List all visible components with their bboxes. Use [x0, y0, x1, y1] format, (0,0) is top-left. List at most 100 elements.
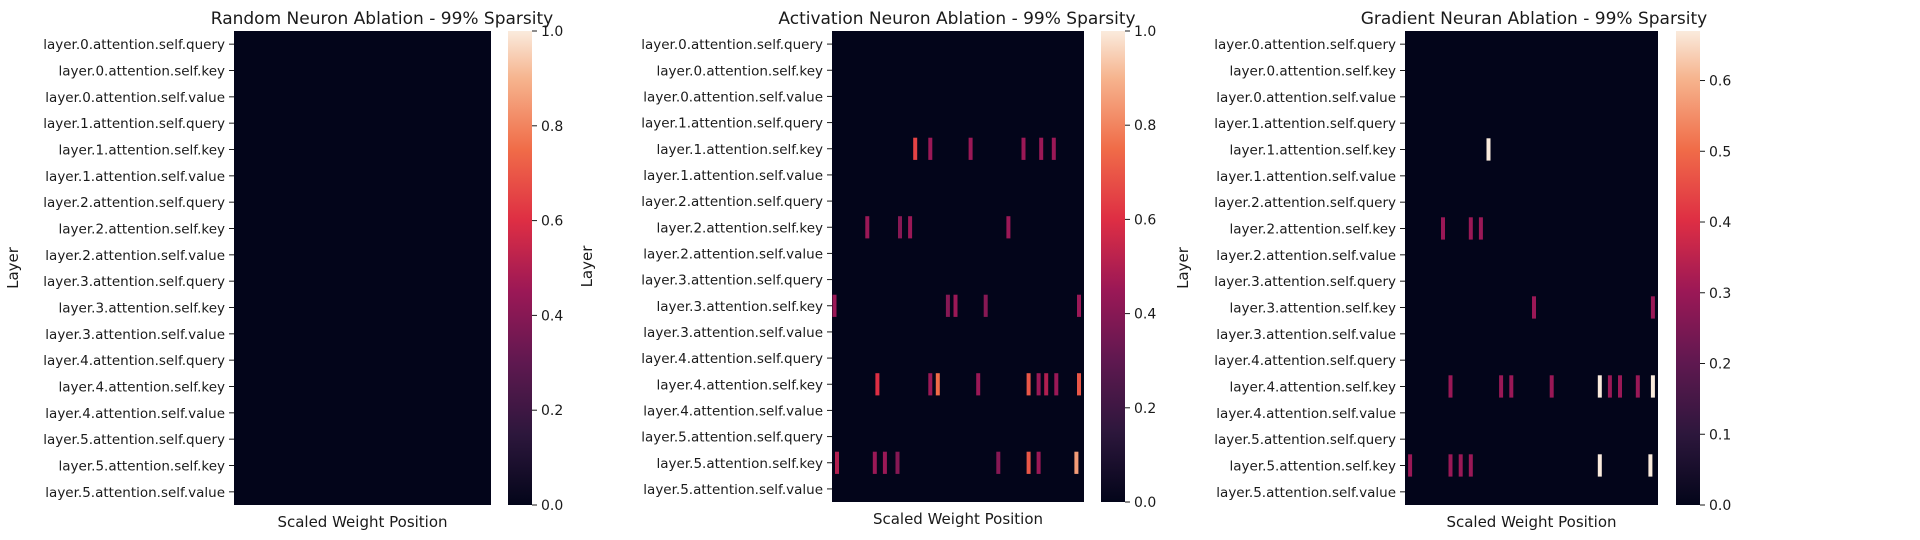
heatmap-cell	[1532, 296, 1536, 319]
y-tick-label: layer.0.attention.self.value	[45, 90, 225, 106]
heatmap-cell	[1458, 454, 1463, 477]
y-tick-label: layer.2.attention.self.value	[1216, 248, 1396, 264]
y-axis-label: Layer	[578, 245, 596, 288]
y-tick-label: layer.4.attention.self.key	[657, 377, 823, 393]
heatmap-cell	[945, 294, 950, 317]
y-tick-label: layer.4.attention.self.key	[1230, 380, 1396, 396]
colorbar-tick-label: 0.8	[541, 119, 563, 135]
heatmap-cell	[1597, 375, 1602, 398]
colorbar-tick-label: 0.5	[1709, 144, 1731, 160]
y-tick-label: layer.3.attention.self.query	[641, 273, 823, 289]
y-tick-label: layer.5.attention.self.query	[1214, 432, 1396, 448]
y-tick-label: layer.5.attention.self.value	[45, 485, 225, 501]
heatmap-cell	[1044, 373, 1049, 396]
heatmap-cell	[865, 216, 870, 239]
y-tick-label: layer.0.attention.self.query	[1214, 37, 1396, 53]
heatmap-cell	[895, 451, 900, 474]
heatmap-cell	[953, 294, 958, 317]
y-tick-label: layer.1.attention.self.query	[43, 116, 225, 132]
colorbar	[508, 31, 532, 505]
heatmap-cell	[1036, 451, 1041, 474]
heatmap-cell	[1021, 137, 1026, 160]
y-tick-label: layer.1.attention.self.value	[45, 169, 225, 185]
colorbar-tick-label: 1.0	[541, 24, 563, 40]
y-tick-label: layer.4.attention.self.value	[643, 403, 823, 419]
y-tick-label: layer.4.attention.self.query	[43, 353, 225, 369]
heatmap-cell	[1509, 375, 1514, 398]
y-tick-label: layer.0.attention.self.key	[59, 64, 225, 80]
heatmap-panel-3: Gradient Neuran Ablation - 99% Sparsity l…	[1174, 9, 1731, 531]
colorbar-tick-label: 0.8	[1134, 118, 1156, 134]
y-tick-label: layer.5.attention.self.key	[59, 459, 225, 475]
y-tick-label: layer.3.attention.self.key	[657, 299, 823, 315]
y-tick-label: layer.1.attention.self.key	[657, 142, 823, 158]
colorbar-tick-label: 0.4	[541, 308, 563, 324]
y-tick-label: layer.1.attention.self.key	[59, 143, 225, 159]
y-tick-label: layer.4.attention.self.query	[1214, 353, 1396, 369]
colorbar-tick-label: 0.2	[541, 403, 563, 419]
heatmap-cell	[1006, 216, 1011, 239]
heatmap-cell	[908, 216, 913, 239]
y-tick-label: layer.5.attention.self.query	[43, 432, 225, 448]
y-axis-label: Layer	[1174, 246, 1192, 289]
heatmap-cell	[1448, 375, 1453, 398]
heatmap-cell	[1408, 454, 1413, 477]
x-axis-label: Scaled Weight Position	[873, 510, 1043, 528]
heatmap-cell	[1607, 375, 1612, 398]
y-tick-label: layer.4.attention.self.query	[641, 351, 823, 367]
y-axis-label: Layer	[4, 246, 22, 289]
heatmap-cell	[928, 373, 933, 396]
y-tick-label: layer.1.attention.self.query	[1214, 116, 1396, 132]
y-tick-label: layer.3.attention.self.key	[59, 301, 225, 317]
heatmap-cell	[1039, 137, 1044, 160]
y-tick-label: layer.5.attention.self.query	[641, 430, 823, 446]
heatmap-cell	[913, 137, 918, 160]
heatmap-cell	[1597, 454, 1602, 477]
y-tick-label: layer.0.attention.self.key	[1230, 64, 1396, 80]
colorbar	[1101, 31, 1125, 502]
heatmap-cell	[835, 451, 839, 474]
x-axis-label: Scaled Weight Position	[277, 513, 447, 531]
colorbar	[1676, 31, 1700, 505]
y-tick-label: layer.4.attention.self.value	[45, 406, 225, 422]
y-tick-label: layer.3.attention.self.value	[643, 325, 823, 341]
heatmap-panel-2: Activation Neuron Ablation - 99% Sparsit…	[578, 9, 1156, 528]
heatmap-cell	[1499, 375, 1504, 398]
heatmap-cell	[1635, 375, 1640, 398]
colorbar-tick-label: 0.1	[1709, 427, 1731, 443]
heatmap-cell	[1618, 375, 1622, 398]
y-tick-label: layer.5.attention.self.value	[643, 482, 823, 498]
y-tick-label: layer.1.attention.self.value	[643, 168, 823, 184]
colorbar-tick-label: 0.0	[1134, 495, 1156, 511]
chart-title: Random Neuron Ablation - 99% Sparsity	[211, 9, 553, 29]
heatmap-cell	[1650, 375, 1655, 398]
chart-title: Gradient Neuran Ablation - 99% Sparsity	[1361, 9, 1707, 29]
heatmap-cell	[935, 373, 940, 396]
heatmap-cell	[1074, 451, 1079, 474]
heatmap-cell	[1036, 373, 1041, 396]
heatmap-cell	[1077, 373, 1081, 396]
heatmap-cell	[996, 451, 1001, 474]
y-tick-label: layer.2.attention.self.query	[1214, 195, 1396, 211]
y-tick-label: layer.2.attention.self.key	[59, 222, 225, 238]
heatmap-cell	[1441, 217, 1445, 240]
colorbar-tick-label: 0.0	[1709, 498, 1731, 514]
colorbar-tick-label: 0.6	[1134, 212, 1156, 228]
heatmap-background	[1405, 31, 1658, 505]
y-tick-label: layer.3.attention.self.value	[1216, 327, 1396, 343]
heatmap-cell	[882, 451, 887, 474]
x-axis-label: Scaled Weight Position	[1446, 513, 1616, 531]
heatmap-panel-1: Random Neuron Ablation - 99% Sparsity lay…	[4, 9, 563, 531]
heatmap-cell	[832, 294, 837, 317]
y-tick-label: layer.3.attention.self.value	[45, 327, 225, 343]
colorbar-tick-label: 0.4	[1134, 307, 1156, 323]
y-tick-label: layer.2.attention.self.query	[641, 194, 823, 210]
heatmap-cell	[898, 216, 902, 239]
heatmap-cell	[1051, 137, 1056, 160]
heatmap-cell	[983, 294, 988, 317]
y-tick-label: layer.0.attention.self.value	[643, 89, 823, 105]
heatmap-cell	[1478, 217, 1483, 240]
y-tick-label: layer.0.attention.self.key	[657, 63, 823, 79]
y-tick-label: layer.2.attention.self.value	[45, 248, 225, 264]
heatmap-cell	[1077, 294, 1081, 317]
